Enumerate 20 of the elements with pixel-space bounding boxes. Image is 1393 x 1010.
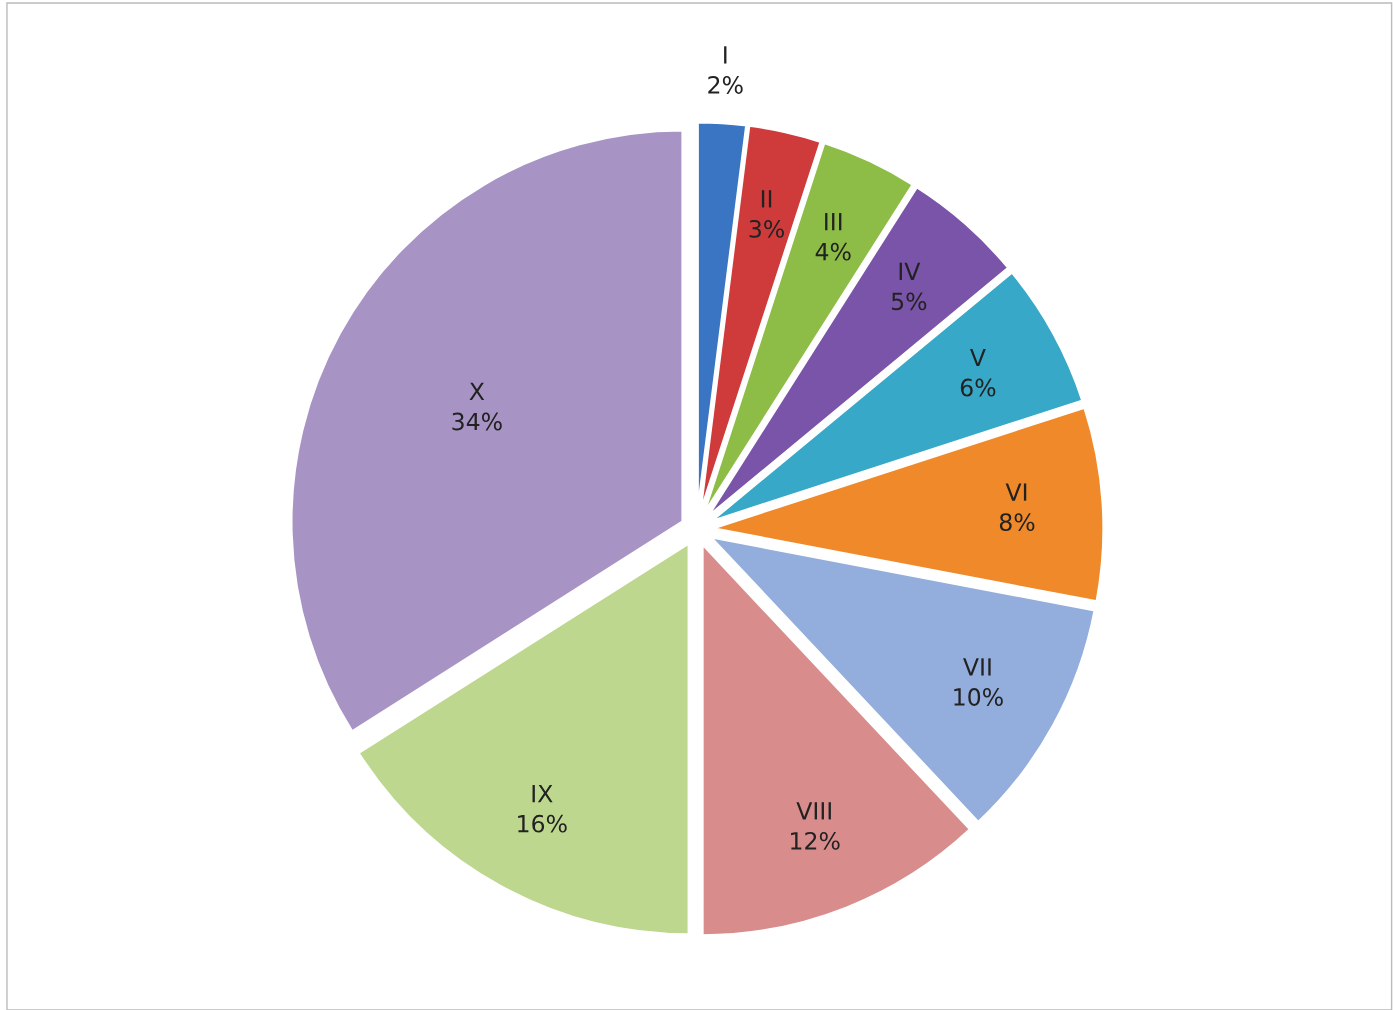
- data-label: 34%: [452, 412, 502, 431]
- data-label: 3%: [749, 219, 784, 238]
- data-label: 6%: [960, 378, 996, 397]
- slice-label: III: [825, 213, 842, 231]
- slice-label: V: [970, 348, 986, 367]
- data-label: 8%: [999, 513, 1035, 532]
- slice-label: IX: [532, 785, 553, 803]
- slice-label: IV: [899, 262, 921, 280]
- slice-label: VII: [963, 658, 991, 676]
- slice-label: II: [761, 190, 772, 208]
- data-label: 12%: [791, 831, 840, 850]
- slice-label: VI: [1005, 483, 1027, 501]
- data-label: 4%: [815, 242, 851, 261]
- slice-label: X: [469, 382, 485, 401]
- data-label: 16%: [518, 814, 567, 833]
- data-label: 5%: [891, 292, 927, 311]
- slice-label: VIII: [796, 802, 831, 820]
- slice-label: I: [724, 46, 727, 64]
- data-label: 2%: [708, 76, 743, 94]
- data-label: 10%: [954, 688, 1003, 706]
